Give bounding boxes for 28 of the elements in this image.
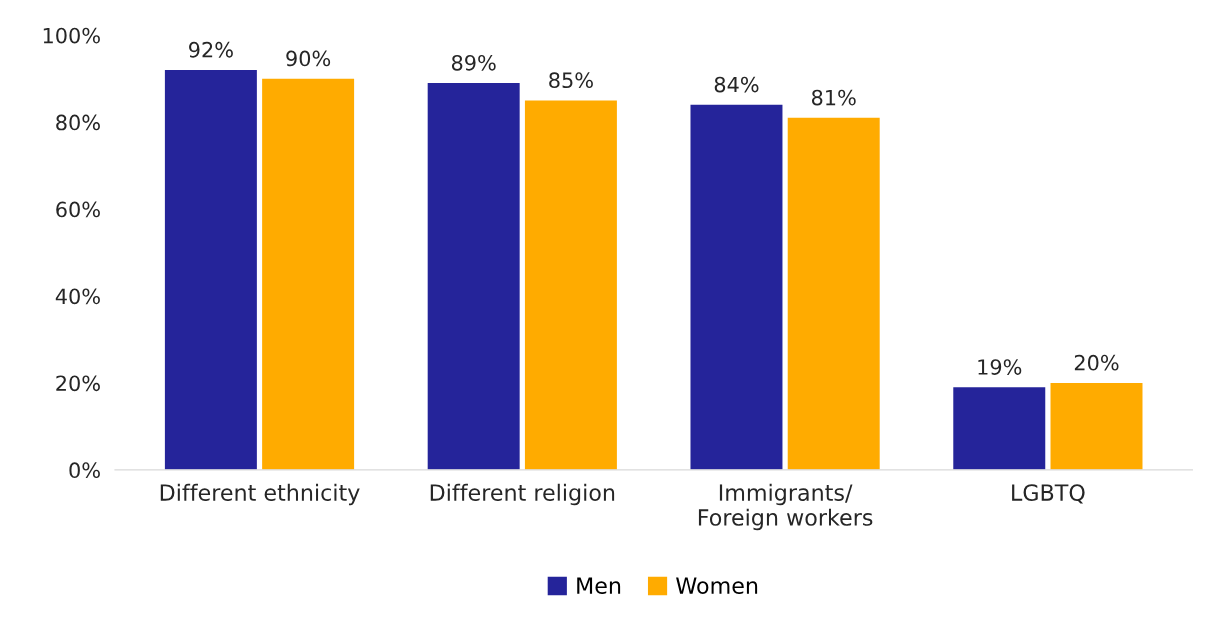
y-tick-label: 60% <box>56 201 100 218</box>
x-tick-label: Immigrants/ Foreign workers <box>698 483 873 531</box>
x-tick-label: LGBTQ <box>1012 484 1085 504</box>
legend-label: Men <box>577 577 621 594</box>
data-label: 84% <box>714 76 759 93</box>
data-label: 92% <box>189 41 233 58</box>
x-tick-label: Different ethnicity <box>160 483 360 506</box>
legend-label: Women <box>676 577 758 594</box>
bar <box>1050 382 1143 470</box>
data-label: 81% <box>811 89 856 106</box>
bar <box>427 83 520 470</box>
bar <box>164 70 257 470</box>
y-tick-label: 20% <box>56 375 100 392</box>
bar <box>690 104 783 470</box>
y-tick-label: 40% <box>55 288 100 305</box>
data-label: 89% <box>451 54 496 71</box>
bar <box>524 100 617 470</box>
data-label: 90% <box>286 50 331 67</box>
data-label: 19% <box>978 359 1022 375</box>
data-label: 85% <box>549 72 593 89</box>
bar <box>953 387 1046 470</box>
bar <box>787 117 880 470</box>
y-tick-label: 100% <box>43 27 100 44</box>
x-tick-label: Different religion <box>430 483 615 506</box>
data-label: 20% <box>1074 354 1119 371</box>
y-tick-label: 80% <box>56 114 100 131</box>
y-tick-label: 0% <box>69 462 100 479</box>
bar <box>262 78 355 470</box>
